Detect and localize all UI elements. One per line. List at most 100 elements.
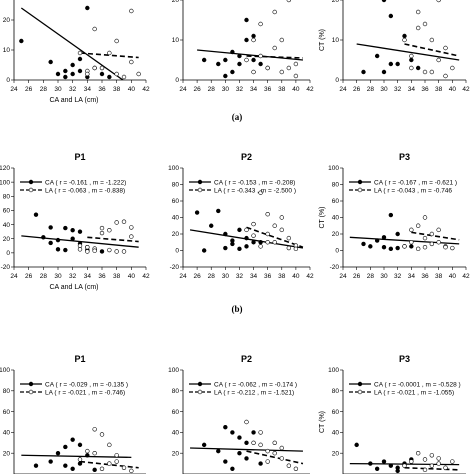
data-point-la [422, 457, 428, 462]
plot-area [349, 212, 460, 252]
data-point-la [272, 9, 277, 15]
data-point-ca [415, 65, 421, 71]
legend-label: CA ( r = -0.153 , m = -0.208) [214, 179, 295, 186]
data-point-la [121, 219, 127, 224]
x-tick-label: 36 [421, 86, 429, 93]
data-point-ca [55, 71, 61, 77]
data-point-la [77, 50, 83, 56]
x-tick-label: 38 [435, 273, 443, 280]
data-point-la [265, 212, 270, 217]
data-point-la [436, 57, 441, 63]
data-point-la [121, 465, 127, 470]
data-point-la [251, 221, 256, 227]
data-point-ca [258, 461, 263, 466]
data-point-la [265, 240, 270, 245]
data-point-ca [63, 247, 68, 253]
x-tick-label: 38 [435, 86, 443, 93]
x-tick-label: 34 [250, 86, 258, 93]
data-point-la [429, 69, 435, 75]
data-point-la [272, 223, 277, 228]
data-point-ca [99, 249, 105, 254]
trend-line-la [404, 466, 460, 471]
data-point-la [429, 231, 435, 237]
y-tick-label: 100 [168, 367, 179, 374]
panel-title: P3 [399, 152, 410, 162]
trend-line-ca [21, 454, 132, 459]
data-point-la [272, 45, 277, 51]
data-point-ca [388, 463, 394, 468]
data-point-ca [388, 212, 394, 218]
x-tick-label: 30 [380, 86, 388, 93]
data-point-la [409, 227, 414, 233]
y-tick-label: 0 [6, 77, 10, 84]
trend-line-ca [20, 7, 124, 80]
y-tick-label: 100 [328, 367, 339, 374]
data-point-ca [70, 466, 75, 471]
y-tick-label: 10 [332, 37, 340, 44]
data-point-la [409, 65, 414, 71]
x-tick-label: 24 [179, 86, 187, 93]
data-point-ca [33, 463, 39, 468]
plot-area [21, 427, 139, 474]
x-tick-label: 34 [84, 86, 92, 93]
data-point-la [450, 65, 455, 71]
data-point-la [114, 220, 119, 225]
data-point-ca [85, 453, 90, 458]
plot-area [19, 5, 141, 80]
x-tick-label: 32 [394, 273, 402, 280]
data-point-la [265, 448, 270, 454]
legend-marker [357, 187, 363, 193]
data-point-ca [85, 5, 90, 11]
data-point-la [422, 467, 428, 473]
data-point-ca [230, 69, 235, 75]
data-point-ca [41, 235, 46, 240]
legend-label: CA ( r = -0.167 , m = -0.621 ) [374, 179, 457, 186]
plot-area [349, 442, 460, 474]
data-point-la [422, 21, 428, 27]
data-point-la [129, 225, 134, 230]
data-point-ca [381, 459, 387, 464]
data-point-ca [409, 57, 414, 63]
data-point-la [436, 227, 441, 233]
legend-label: LA ( r = -0.343 , m = -2.500 ) [214, 187, 296, 194]
data-point-la [258, 442, 263, 448]
data-point-la [429, 453, 435, 458]
x-tick-label: 30 [380, 273, 388, 280]
data-point-ca [19, 38, 24, 44]
x-tick-label: 28 [367, 273, 375, 280]
data-point-ca [381, 245, 387, 250]
x-tick-label: 34 [250, 273, 258, 280]
data-point-la [251, 440, 256, 445]
data-point-la [265, 459, 270, 464]
data-point-ca [258, 61, 263, 67]
data-point-ca [388, 61, 394, 67]
y-tick-label: 20 [172, 0, 180, 4]
trend-line-ca [190, 447, 303, 452]
data-point-la [422, 215, 428, 220]
data-point-ca [70, 236, 75, 241]
y-tick-label: 0 [175, 248, 179, 255]
data-point-ca [55, 451, 61, 456]
y-tick-label: 40 [332, 430, 340, 437]
data-point-ca [237, 435, 242, 440]
y-tick-label: 80 [332, 388, 340, 395]
data-point-ca [77, 442, 83, 448]
data-point-ca [201, 442, 207, 448]
y-axis-label: CT (%) [319, 206, 326, 228]
x-tick-label: 34 [84, 273, 92, 280]
data-point-ca [395, 468, 400, 474]
data-point-la [114, 249, 119, 254]
y-tick-label: 60 [172, 409, 180, 416]
data-point-ca [55, 247, 61, 252]
trend-line-la [79, 460, 139, 469]
data-point-la [436, 240, 441, 245]
data-point-la [415, 9, 421, 15]
data-point-la [92, 451, 97, 456]
data-point-la [436, 456, 441, 461]
data-point-ca [258, 240, 263, 245]
legend-marker [357, 179, 363, 185]
x-tick-label: 40 [449, 86, 457, 93]
data-point-ca [201, 248, 207, 253]
trend-line-la [404, 43, 460, 57]
